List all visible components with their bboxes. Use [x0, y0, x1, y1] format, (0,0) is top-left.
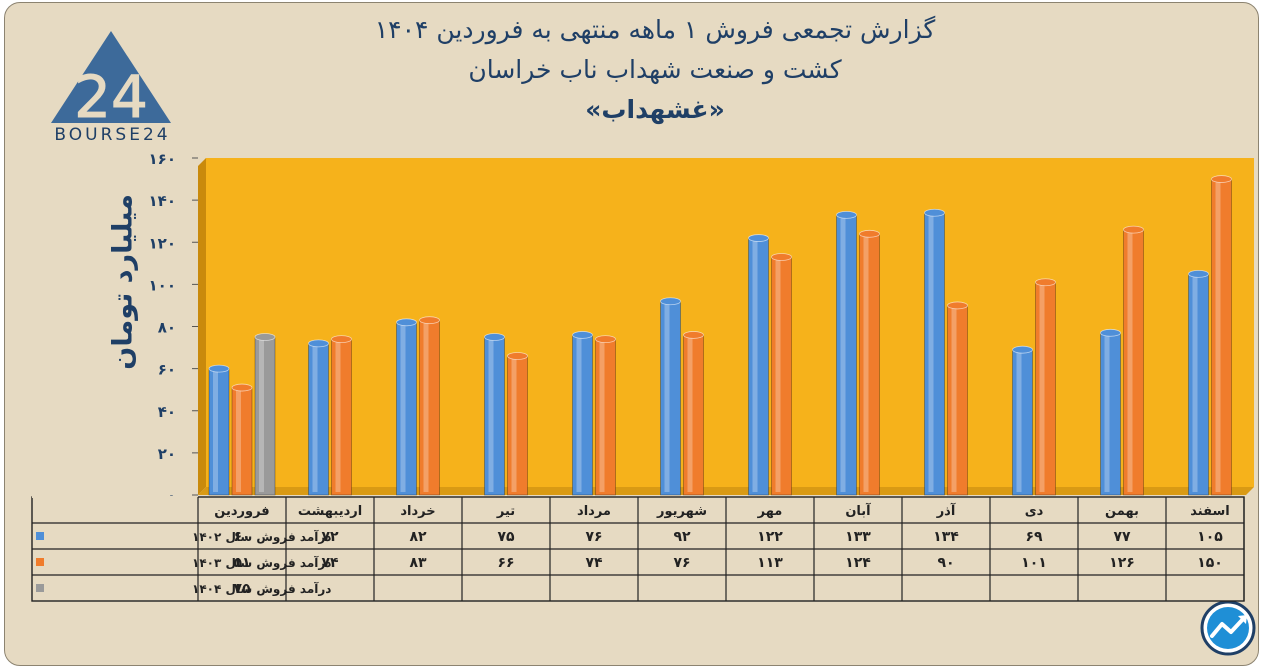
bar-0-0: [208, 364, 230, 496]
data-label: ۵۱: [233, 555, 250, 571]
category-label: تیر: [496, 504, 515, 519]
data-label: ۱۰۱: [1021, 555, 1047, 571]
title-line-2: کشت و صنعت شهداب ناب خراسان: [468, 55, 842, 84]
bar-0-9: [1012, 345, 1033, 496]
bar-0-7: [836, 210, 857, 496]
plot-back-wall: [206, 158, 1254, 487]
legend-label: درآمد فروش سال ۱۴۰۲: [192, 529, 331, 545]
data-label: ۶۰: [233, 529, 250, 545]
data-label: ۱۰۵: [1197, 529, 1223, 545]
category-label: آذر: [936, 502, 956, 519]
logo-mark: 24: [74, 63, 148, 131]
category-label: دی: [1025, 504, 1044, 519]
bar-1-5: [683, 331, 704, 496]
bar-1-1: [331, 335, 352, 496]
data-label: ۱۵۰: [1197, 555, 1223, 571]
data-label: ۷۴: [585, 555, 603, 571]
category-label: خرداد: [400, 504, 435, 519]
legend-label: درآمد فروش سال ۱۴۰۴: [192, 581, 331, 597]
data-label: ۱۳۳: [845, 529, 871, 545]
category-label: فروردین: [214, 504, 269, 519]
data-label: ۶۶: [497, 555, 514, 571]
category-label: اردیبهشت: [298, 504, 362, 519]
bar-0-5: [660, 297, 681, 496]
legend-swatch: [36, 532, 44, 540]
title-line-1: گزارش تجمعی فروش ۱ ماهه منتهی به فروردین…: [374, 15, 936, 44]
data-label: ۱۲۲: [757, 529, 783, 545]
trend-chart-icon[interactable]: [1200, 600, 1256, 656]
bar-0-6: [748, 234, 769, 496]
y-tick-label: ۱۶۰: [149, 150, 176, 168]
bar-1-10: [1123, 225, 1144, 496]
y-tick-label: ۱۰۰: [149, 276, 176, 294]
bar-0-11: [1188, 269, 1209, 496]
legend-swatch: [36, 558, 44, 566]
data-label: ۱۲۶: [1109, 555, 1135, 571]
bar-1-9: [1035, 278, 1056, 496]
category-label: شهریور: [656, 504, 707, 519]
data-label: ۸۳: [409, 555, 427, 571]
data-label: ۸۲: [409, 529, 427, 545]
data-label: ۶۹: [1025, 529, 1043, 545]
logo-text: BOURSE24: [54, 125, 171, 145]
y-tick-label: ۲۰: [158, 445, 176, 463]
bar-1-0: [231, 383, 253, 496]
y-tick-label: ۱۴۰: [149, 192, 176, 210]
bar-0-8: [924, 208, 945, 496]
data-label: ۷۷: [1113, 529, 1131, 545]
bar-0-10: [1100, 328, 1121, 496]
bar-2-0: [254, 333, 276, 496]
bar-1-7: [859, 229, 880, 496]
bar-0-1: [308, 339, 329, 496]
data-label: ۱۱۳: [757, 555, 783, 571]
data-label: ۷۶: [585, 529, 602, 545]
legend-swatch: [36, 584, 44, 592]
plot-floor: [198, 487, 1254, 495]
y-tick-label: ۴۰: [158, 403, 176, 421]
category-label: آبان: [845, 502, 871, 519]
data-label: ۷۵: [233, 581, 251, 597]
data-label: ۹۲: [673, 529, 691, 545]
plot-side-wall: [198, 158, 206, 495]
bar-1-8: [947, 301, 968, 496]
data-label: ۱۲۴: [845, 555, 871, 571]
bar-1-11: [1211, 175, 1232, 496]
y-tick-label: ۱۲۰: [149, 234, 176, 252]
data-label: ۷۲: [321, 529, 339, 545]
bar-0-3: [484, 333, 505, 496]
y-tick-label: ۸۰: [158, 319, 176, 337]
category-label: مرداد: [577, 504, 611, 519]
data-label: ۷۵: [497, 529, 515, 545]
data-label: ۷۴: [321, 555, 339, 571]
category-label: اسفند: [1190, 504, 1229, 519]
category-label: بهمن: [1105, 504, 1139, 519]
bar-0-2: [396, 318, 417, 496]
bar-1-3: [507, 352, 528, 496]
y-tick-label: ۶۰: [158, 361, 176, 379]
title-line-3: «غشهداب»: [585, 95, 725, 124]
bar-1-2: [419, 316, 440, 496]
bourse24-logo-icon: 24: [51, 31, 171, 132]
data-label: ۹۰: [937, 555, 954, 571]
bar-1-4: [595, 335, 616, 496]
bar-0-4: [572, 331, 593, 496]
data-label: ۱۳۴: [933, 529, 959, 545]
legend-label: درآمد فروش سال ۱۴۰۳: [192, 555, 331, 571]
bar-1-6: [771, 253, 792, 496]
data-label: ۷۶: [673, 555, 690, 571]
category-label: مهر: [757, 504, 783, 519]
